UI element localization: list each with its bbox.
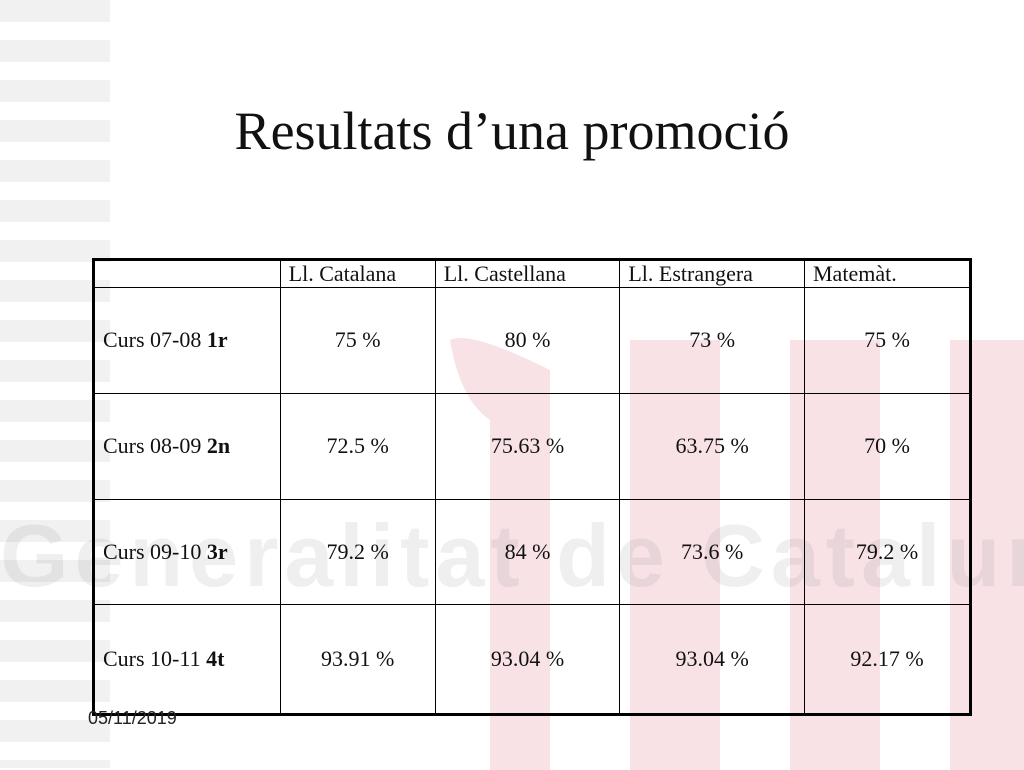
cell-castellana: 84 %	[434, 498, 621, 606]
cell-matematiques: 75 %	[804, 287, 971, 394]
footer-date: 05/11/2019	[88, 708, 177, 728]
header-cell-castellana: Ll. Castellana	[434, 259, 621, 288]
row-label-text: Curs 10-11	[103, 646, 207, 672]
row-label-course: 4t	[206, 646, 225, 672]
table-row: Curs 07-08 1r 75 % 80 % 73 % 75 %	[93, 287, 971, 394]
row-label-course: 2n	[206, 433, 231, 459]
cell-estrangera: 63.75 %	[619, 392, 805, 500]
header-cell-catalana: Ll. Catalana	[279, 259, 436, 288]
results-table: Ll. Catalana Ll. Castellana Ll. Estrange…	[92, 258, 972, 716]
table-row: Curs 09-10 3r 79.2 % 84 % 73.6 % 79.2 %	[93, 498, 971, 606]
header-cell-estrangera: Ll. Estrangera	[619, 259, 805, 288]
cell-catalana: 93.91 %	[279, 604, 436, 715]
cell-estrangera: 73.6 %	[619, 498, 805, 606]
slide-title: Resultats d’una promoció	[234, 101, 790, 161]
cell-estrangera: 73 %	[619, 287, 805, 394]
table-header-row: Ll. Catalana Ll. Castellana Ll. Estrange…	[93, 259, 971, 288]
row-label-text: Curs 09-10	[103, 538, 207, 564]
row-label: Curs 07-08 1r	[93, 287, 281, 394]
table-row: Curs 08-09 2n 72.5 % 75.63 % 63.75 % 70 …	[93, 392, 971, 500]
row-label: Curs 10-11 4t	[93, 604, 281, 715]
cell-catalana: 75 %	[279, 287, 436, 394]
cell-catalana: 72.5 %	[279, 392, 436, 500]
watermark-left-strip	[0, 0, 110, 768]
header-cell-matematiques: Matemàt.	[804, 259, 971, 288]
cell-estrangera: 93.04 %	[619, 604, 805, 715]
cell-catalana: 79.2 %	[279, 498, 436, 606]
table-row: Curs 10-11 4t 93.91 % 93.04 % 93.04 % 92…	[93, 604, 971, 715]
cell-castellana: 80 %	[434, 287, 621, 394]
cell-matematiques: 92.17 %	[804, 604, 971, 715]
cell-castellana: 75.63 %	[434, 392, 621, 500]
cell-castellana: 93.04 %	[434, 604, 621, 715]
row-label-course: 3r	[206, 538, 228, 564]
cell-matematiques: 70 %	[804, 392, 971, 500]
row-label-text: Curs 08-09	[103, 433, 207, 459]
row-label: Curs 09-10 3r	[93, 498, 281, 606]
row-label-text: Curs 07-08	[103, 327, 207, 353]
cell-matematiques: 79.2 %	[804, 498, 971, 606]
row-label-course: 1r	[206, 327, 228, 353]
row-label: Curs 08-09 2n	[93, 392, 281, 500]
header-cell-empty	[93, 259, 281, 288]
